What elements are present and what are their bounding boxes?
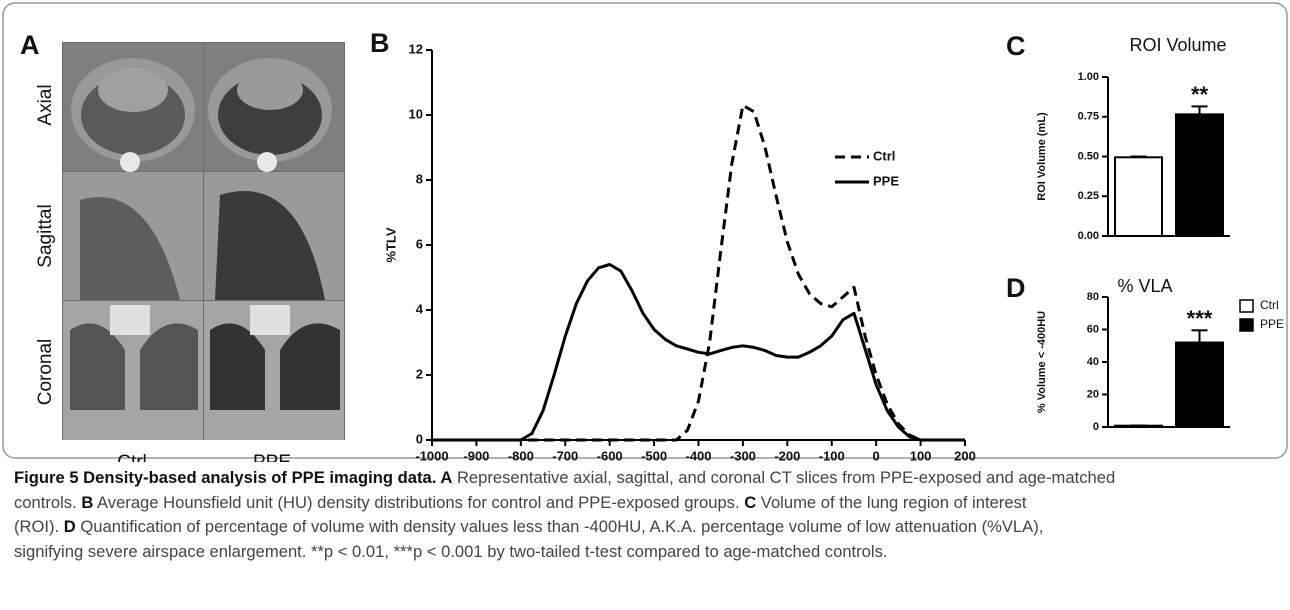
y-tick-label: 8 (416, 171, 423, 186)
panel-letter: A (20, 30, 40, 60)
caption-text: Representative axial, sagittal, and coro… (452, 468, 1115, 487)
coronal-ppe (204, 301, 344, 440)
axial-ppe (204, 43, 344, 172)
y-axis-label: %TLV (383, 227, 398, 262)
caption-text: (ROI). (14, 517, 64, 536)
y-tick-label: 0.75 (1078, 111, 1099, 123)
bar (1115, 157, 1162, 236)
x-tick-label: -500 (641, 448, 667, 462)
y-tick-label: 12 (409, 41, 423, 56)
legend-label: PPE (873, 173, 899, 188)
figure: A Axial Sagittal Coronal Ctrl PPE B 0 2 4 6 8… (0, 0, 1290, 462)
caption-text: B (81, 493, 93, 512)
panel-letter: B (370, 28, 390, 58)
caption: Figure 5 Density-based analysis of PPE i… (14, 466, 1280, 564)
y-tick-label: 4 (416, 301, 424, 316)
caption-line: (ROI). D Quantification of percentage of… (14, 515, 1280, 540)
caption-line: signifying severe airspace enlargement. … (14, 540, 1280, 565)
column-label: PPE (253, 452, 291, 462)
panel-letter: C (1006, 31, 1026, 61)
y-tick-label: 0 (416, 431, 423, 446)
x-tick-label: 0 (873, 448, 880, 462)
bar (1176, 114, 1223, 236)
y-tick-label: 6 (416, 236, 423, 251)
row-label: Sagittal (35, 204, 56, 267)
x-tick-label: -1000 (415, 448, 448, 462)
legend-swatch (1240, 319, 1253, 331)
x-tick-label: -700 (552, 448, 578, 462)
page: A Axial Sagittal Coronal Ctrl PPE B 0 2 4 6 8… (0, 0, 1290, 610)
series-line (432, 265, 965, 441)
y-tick-label: 40 (1087, 356, 1099, 368)
x-tick-label: 100 (910, 448, 932, 462)
sagittal-ctrl (63, 172, 203, 300)
bar (1115, 426, 1162, 427)
panel-letter: D (1006, 273, 1026, 303)
axial-ctrl (63, 43, 203, 172)
x-tick-label: -300 (730, 448, 756, 462)
significance-label: *** (1187, 306, 1213, 331)
ct-images (62, 42, 345, 440)
sagittal-ppe (204, 172, 344, 300)
row-label: Coronal (35, 339, 56, 406)
caption-text: D (64, 517, 76, 536)
y-tick-label: 20 (1087, 388, 1099, 400)
caption-text: Figure 5 Density-based analysis of PPE i… (14, 468, 452, 487)
y-tick-label: 80 (1087, 291, 1099, 303)
x-tick-label: -200 (774, 448, 800, 462)
caption-text: C (744, 493, 756, 512)
chart-title: % VLA (1117, 276, 1172, 296)
y-tick-label: 0.25 (1078, 190, 1099, 202)
y-axis-label: ROI Volume (mL) (1036, 112, 1048, 201)
y-tick-label: 0.50 (1078, 150, 1099, 162)
x-tick-label: -900 (463, 448, 489, 462)
x-tick-label: -100 (819, 448, 845, 462)
y-tick-label: 1.00 (1078, 71, 1099, 83)
legend-label: Ctrl (1260, 298, 1279, 312)
caption-text: Average Hounsfield unit (HU) density dis… (93, 493, 744, 512)
y-tick-label: 0 (1093, 421, 1099, 433)
x-tick-label: -400 (685, 448, 711, 462)
significance-label: ** (1191, 82, 1209, 107)
y-tick-label: 10 (409, 106, 423, 121)
legend-label: Ctrl (873, 148, 895, 163)
caption-text: Volume of the lung region of interest (756, 493, 1026, 512)
bar (1176, 343, 1223, 428)
y-tick-label: 60 (1087, 323, 1099, 335)
caption-text: signifying severe airspace enlargement. … (14, 542, 888, 561)
row-label: Axial (35, 84, 56, 125)
chart-title: ROI Volume (1129, 35, 1226, 55)
caption-text: controls. (14, 493, 81, 512)
coronal-ctrl (63, 301, 203, 440)
legend-swatch (1240, 300, 1253, 312)
y-tick-label: 2 (416, 366, 423, 381)
caption-text: Quantification of percentage of volume w… (76, 517, 1044, 536)
x-tick-label: 200 (954, 448, 976, 462)
y-tick-label: 0.00 (1078, 230, 1099, 242)
column-label: Ctrl (117, 452, 147, 462)
caption-line: Figure 5 Density-based analysis of PPE i… (14, 466, 1280, 491)
y-axis-label: % Volume < -400HU (1036, 311, 1048, 413)
x-tick-label: -600 (597, 448, 623, 462)
legend-label: PPE (1260, 317, 1284, 331)
x-tick-label: -800 (508, 448, 534, 462)
caption-line: controls. B Average Hounsfield unit (HU)… (14, 491, 1280, 516)
